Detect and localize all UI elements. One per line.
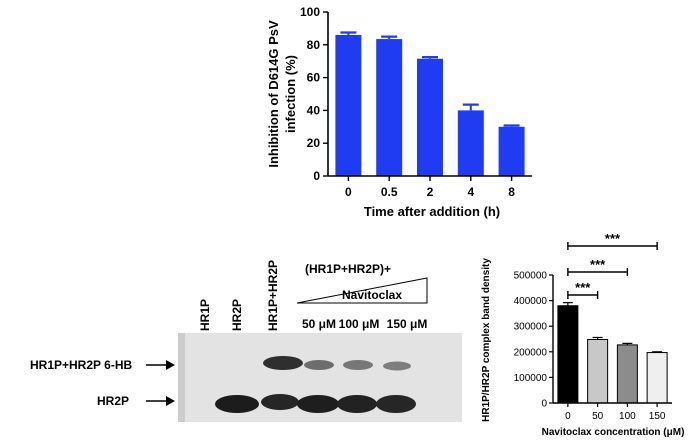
c2-ylabel: HR1P/HR2P complex band density <box>481 258 492 422</box>
c1-xtick-label: 4 <box>467 185 474 199</box>
c2-sig-label: *** <box>575 280 591 295</box>
c2-xtick-label: 100 <box>619 411 636 422</box>
c2-xtick-label: 0 <box>565 411 571 422</box>
c1-bar <box>417 58 443 176</box>
c2-sig-label: *** <box>590 257 606 272</box>
wedge-label: Navitoclax <box>342 288 402 302</box>
band-hr2p-lane4 <box>297 395 339 413</box>
band-label-hr2p: HR2P <box>97 394 129 408</box>
arrow-hr2p-head <box>166 396 175 406</box>
gel-panel: HR1P HR2P HR1P+HR2P (HR1P+HR2P)+ Navitoc… <box>30 260 462 422</box>
c2-ytick-label: 100000 <box>514 373 548 384</box>
c1-xtick-label: 0.5 <box>381 185 398 199</box>
dose-label-100: 100 μM <box>339 317 380 331</box>
lane-label-hr1p-hr2p: HR1P+HR2P <box>266 260 280 331</box>
c2-ytick-label: 0 <box>541 399 547 410</box>
c2-bar <box>646 352 668 404</box>
dose-wedge <box>296 277 428 304</box>
chart-band-density: 0 100000 200000 300000 400000 500000 0 50 100 15… <box>481 231 684 438</box>
c1-xlabel: Time after addition (h) <box>364 204 500 219</box>
band-6hb-lane3 <box>263 356 303 370</box>
band-hr2p-lane2 <box>215 395 259 413</box>
c1-ytick-label: 40 <box>307 103 321 117</box>
gel-left-edge <box>178 333 185 422</box>
c2-bar <box>557 305 579 404</box>
band-6hb-lane4 <box>304 360 334 370</box>
c1-ylabel-line2: infection (%) <box>283 55 298 133</box>
c1-xtick-label: 2 <box>427 185 434 199</box>
c1-ytick-label: 80 <box>307 38 321 52</box>
c1-bar <box>498 126 525 176</box>
c2-bar <box>616 344 638 404</box>
c2-ytick-label: 500000 <box>514 271 548 282</box>
c2-bar <box>587 339 609 404</box>
band-hr2p-lane3 <box>261 394 299 410</box>
c1-ytick-label: 100 <box>300 5 320 19</box>
c1-ylabel-line1: Inhibition of D614G PsV <box>266 20 281 168</box>
c1-ytick-label: 0 <box>313 169 320 183</box>
c2-xtick-label: 50 <box>592 411 604 422</box>
lane-label-hr2p: HR2P <box>230 299 244 331</box>
c1-ytick-label: 20 <box>307 136 321 150</box>
group-label: (HR1P+HR2P)+ <box>305 262 391 276</box>
c1-xtick-label: 0 <box>345 185 352 199</box>
band-hr2p-lane6 <box>376 395 416 413</box>
band-6hb-lane6 <box>383 361 411 371</box>
dose-label-150: 150 μM <box>387 317 428 331</box>
band-6hb-lane5 <box>343 360 373 370</box>
c1-bar <box>376 39 403 177</box>
c2-sig-label: *** <box>605 231 621 246</box>
c2-ytick-label: 300000 <box>514 322 548 333</box>
band-hr2p-lane5 <box>337 395 377 413</box>
dose-label-50: 50 μM <box>302 317 336 331</box>
c2-xtick-label: 150 <box>649 411 666 422</box>
c2-xlabel: Navitoclax concentration (μM) <box>542 427 685 438</box>
c2-ytick-label: 200000 <box>514 347 548 358</box>
c2-ytick-label: 400000 <box>514 296 548 307</box>
lane-label-hr1p: HR1P <box>198 299 212 331</box>
chart-inhibition: 0 20 40 60 80 100 0 0.5 2 4 8 Inhibition of D614G… <box>266 5 532 219</box>
c1-bar <box>335 34 362 177</box>
c1-xtick-label: 8 <box>508 185 515 199</box>
c1-ytick-label: 60 <box>307 71 321 85</box>
arrow-6hb-head <box>166 360 175 370</box>
c1-bar <box>457 110 484 176</box>
band-label-6hb: HR1P+HR2P 6-HB <box>30 358 132 372</box>
